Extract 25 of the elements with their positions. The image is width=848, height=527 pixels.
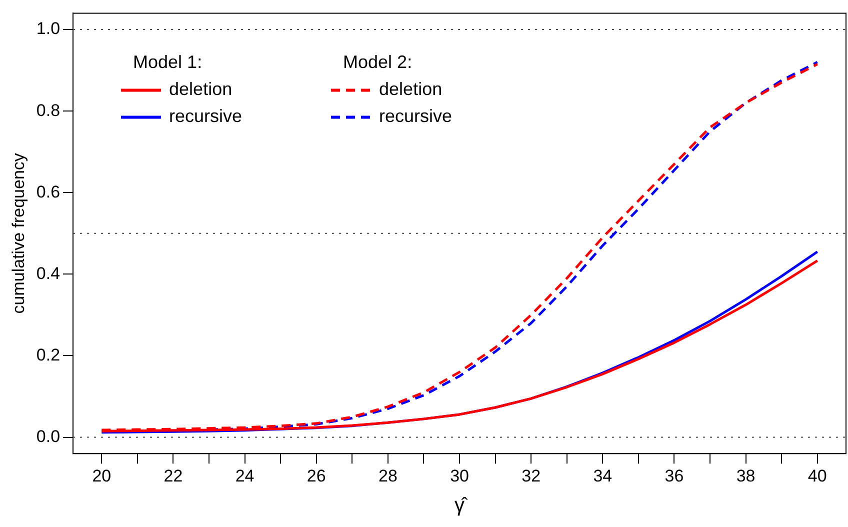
y-tick-label: 0.6 [36, 182, 60, 202]
x-tick-label: 24 [235, 466, 254, 486]
y-tick-label: 0.8 [36, 100, 60, 120]
y-axis-title: cumulative frequency [8, 152, 28, 314]
legend-label: recursive [379, 106, 452, 126]
annotation: Model 1: [133, 52, 202, 72]
x-tick-label: 38 [736, 466, 756, 486]
y-tick-label: 1.0 [36, 19, 60, 38]
x-tick-label: 34 [593, 466, 612, 486]
annotation: Model 2: [343, 52, 412, 72]
x-tick-label: 32 [522, 466, 541, 486]
x-tick-label: 28 [378, 466, 398, 486]
legend-label: deletion [169, 79, 232, 100]
y-tick-label: 0.4 [36, 264, 60, 283]
x-tick-label: 22 [164, 466, 183, 486]
legend-label: recursive [169, 106, 242, 126]
x-axis-title: γ̂ [454, 494, 469, 517]
x-tick-label: 30 [450, 466, 469, 486]
y-tick-label: 0.2 [36, 345, 60, 364]
legend-label: deletion [379, 79, 442, 100]
x-tick-label: 20 [92, 466, 112, 486]
x-tick-label: 36 [664, 466, 684, 486]
x-tick-label: 40 [808, 466, 827, 486]
x-tick-label: 26 [306, 466, 326, 486]
y-tick-label: 0.0 [36, 426, 60, 446]
